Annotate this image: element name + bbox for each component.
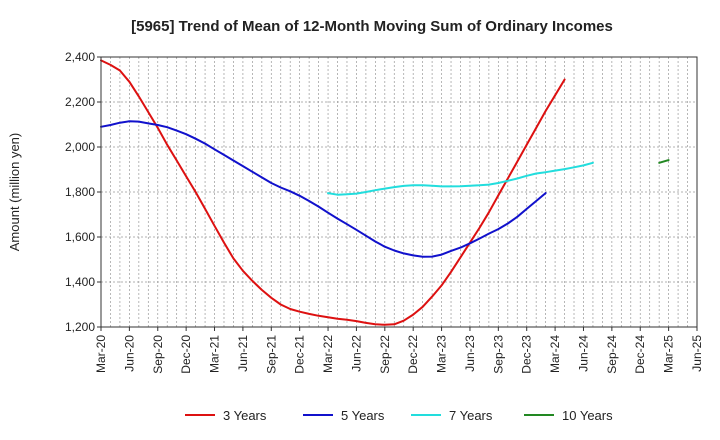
y-tick-label: 2,400 [65,50,95,64]
x-axis-ticks: Mar-20 Jun-20 Sep-20 Dec-20 Mar-21 Jun-21 Sep-… [94,327,704,374]
x-tick-label: Sep-22 [378,335,392,374]
x-tick-label: Dec-21 [293,335,307,374]
series-line-3-years [100,59,566,326]
chart-title: [5965] Trend of Mean of 12-Month Moving … [131,18,613,35]
x-tick-label: Dec-22 [406,335,420,374]
x-tick-label: Mar-22 [321,335,335,373]
y-tick-label: 1,400 [65,275,95,289]
x-tick-label: Mar-21 [208,335,222,373]
y-axis-label: Amount (million yen) [7,133,22,252]
series-lines [100,59,670,326]
x-tick-label: Dec-24 [633,335,647,374]
x-tick-label: Sep-21 [264,335,278,374]
y-tick-label: 1,200 [65,320,95,334]
legend-label-3-years: 3 Years [223,408,267,423]
legend-label-5-years: 5 Years [341,408,385,423]
x-tick-label: Jun-22 [349,335,363,372]
x-tick-label: Sep-20 [151,335,165,374]
x-tick-label: Jun-24 [576,335,590,372]
legend-label-10-years: 10 Years [562,408,613,423]
y-axis-ticks: 1,200 1,400 1,600 1,800 2,000 2,200 2,400 [65,50,101,334]
x-tick-label: Dec-23 [520,335,534,374]
x-tick-label: Mar-20 [94,335,108,373]
x-tick-label: Mar-25 [662,335,676,373]
y-tick-label: 1,800 [65,185,95,199]
x-tick-label: Dec-20 [179,335,193,374]
x-tick-label: Mar-23 [435,335,449,373]
y-tick-label: 2,000 [65,140,95,154]
series-line-10-years [658,159,670,164]
series-line-7-years [327,161,594,196]
y-tick-label: 2,200 [65,95,95,109]
x-tick-label: Sep-23 [491,335,505,374]
x-tick-label: Sep-24 [605,335,619,374]
legend: 3 Years 5 Years 7 Years 10 Years [185,408,613,423]
y-tick-label: 1,600 [65,230,95,244]
x-tick-label: Jun-21 [236,335,250,372]
legend-label-7-years: 7 Years [449,408,493,423]
x-tick-label: Jun-23 [463,335,477,372]
x-tick-label: Jun-25 [690,335,704,372]
x-tick-label: Jun-20 [122,335,136,372]
series-line-5-years [100,120,547,258]
x-tick-label: Mar-24 [548,335,562,373]
